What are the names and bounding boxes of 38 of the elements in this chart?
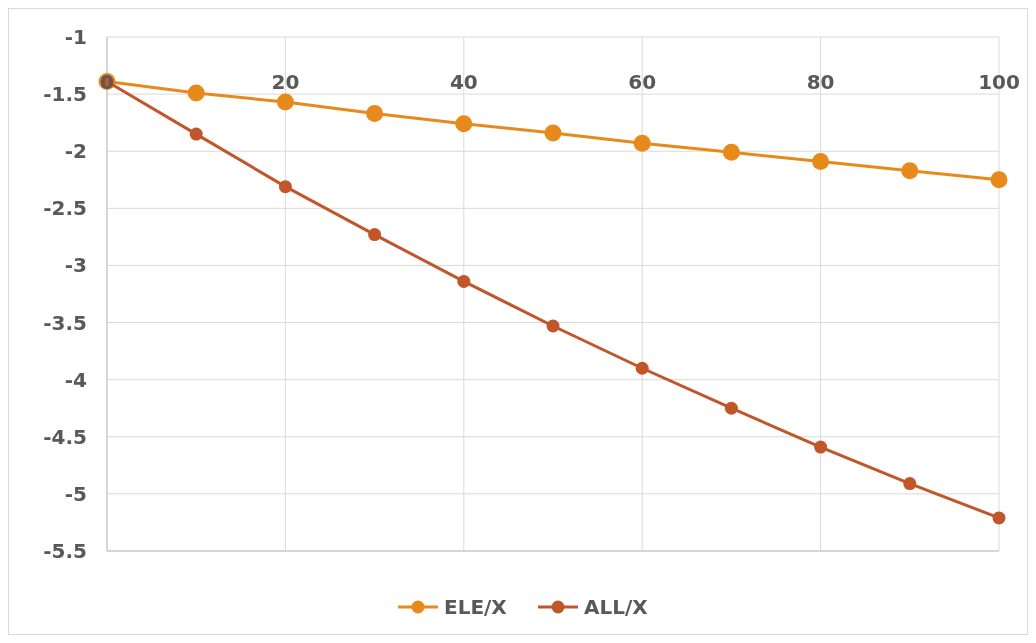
- point: [814, 440, 828, 454]
- y-tick-label: -3.5: [43, 310, 87, 335]
- y-tick-label: -1.5: [43, 82, 87, 107]
- point: [368, 228, 382, 242]
- x-tick-label: 20: [271, 70, 300, 94]
- point: [189, 127, 203, 141]
- legend-label: ELE/X: [444, 595, 508, 619]
- legend-label: ALL/X: [584, 595, 649, 619]
- x-tick-label: 60: [628, 70, 657, 94]
- y-tick-label: -2: [64, 139, 87, 164]
- x-tick-label: 40: [449, 70, 478, 94]
- point: [278, 180, 292, 194]
- point: [812, 153, 830, 170]
- x-tick-label: 80: [806, 70, 835, 94]
- point: [990, 171, 1008, 189]
- point: [635, 361, 649, 375]
- point: [276, 93, 294, 111]
- point: [544, 124, 562, 142]
- y-tick-label: -3: [64, 253, 87, 278]
- point: [187, 84, 205, 102]
- y-tick-label: -5: [64, 481, 87, 506]
- x-tick-label: 100: [978, 70, 1020, 94]
- y-tick-label: -1: [64, 25, 87, 49]
- point: [366, 105, 384, 123]
- point: [457, 274, 471, 288]
- point: [992, 511, 1006, 525]
- point: [633, 134, 651, 152]
- point: [722, 143, 740, 161]
- point: [724, 401, 738, 415]
- x-tick-label: 0: [100, 70, 114, 94]
- y-tick-label: -2.5: [43, 196, 87, 221]
- point: [903, 477, 917, 491]
- point: [546, 319, 560, 333]
- y-tick-label: -5.5: [43, 539, 87, 563]
- y-tick-label: -4: [64, 367, 87, 392]
- point: [901, 162, 919, 180]
- point: [455, 115, 473, 133]
- y-tick-label: -4.5: [43, 424, 87, 449]
